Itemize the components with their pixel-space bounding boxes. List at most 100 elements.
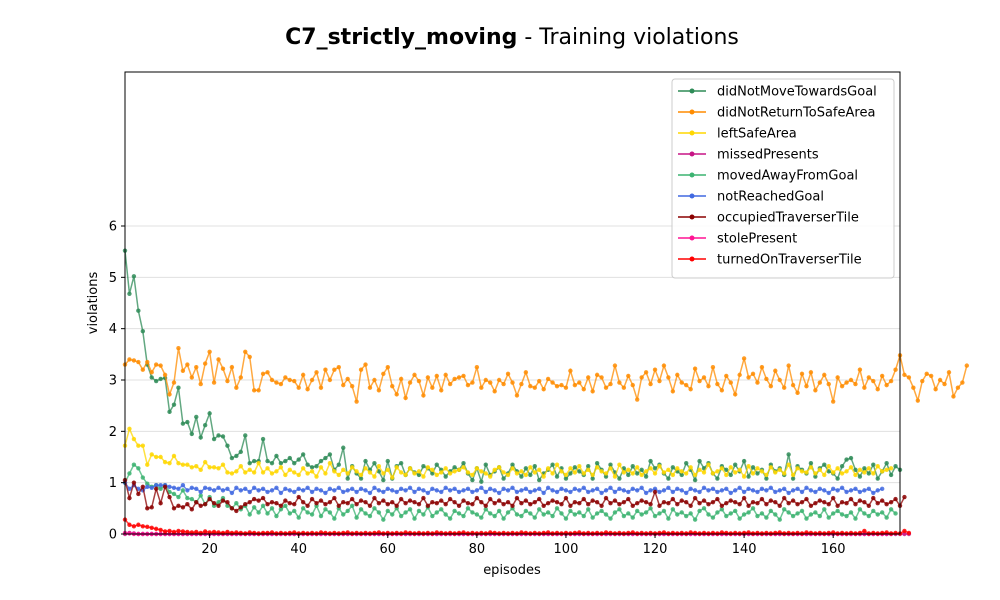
data-point — [920, 378, 925, 384]
data-point — [162, 459, 168, 465]
data-point — [768, 465, 774, 470]
data-point — [412, 489, 417, 495]
data-point — [332, 367, 337, 372]
data-point — [594, 465, 600, 470]
data-point — [265, 511, 270, 516]
data-point — [216, 357, 221, 362]
data-point — [630, 515, 635, 520]
data-point — [149, 370, 154, 375]
data-point — [394, 489, 399, 495]
data-point — [216, 503, 221, 508]
data-point — [528, 489, 533, 495]
data-point — [822, 488, 827, 493]
data-point — [314, 486, 319, 492]
data-point — [443, 474, 448, 479]
data-point — [559, 382, 564, 388]
data-point — [715, 531, 720, 536]
data-point — [483, 377, 488, 383]
data-point — [336, 485, 341, 490]
data-point — [300, 506, 306, 511]
data-point — [568, 508, 573, 514]
data-point — [519, 474, 524, 479]
data-point — [505, 371, 511, 377]
data-point — [621, 513, 627, 519]
plot-frame — [124, 71, 901, 535]
data-point — [443, 466, 448, 471]
data-point — [461, 460, 466, 466]
data-point — [300, 488, 306, 493]
data-point — [136, 359, 141, 365]
data-point — [661, 488, 667, 493]
data-point — [260, 371, 266, 377]
data-point — [648, 530, 653, 536]
data-point — [724, 501, 729, 506]
data-point — [684, 460, 689, 466]
data-point — [871, 378, 876, 384]
data-point — [545, 466, 551, 471]
data-point — [648, 502, 653, 507]
data-point — [853, 516, 858, 521]
data-point — [265, 502, 270, 507]
data-point — [452, 531, 457, 536]
data-point — [528, 465, 533, 470]
data-point — [844, 457, 849, 462]
data-point — [211, 380, 217, 385]
data-point — [621, 385, 627, 390]
data-point — [483, 507, 488, 512]
data-point — [145, 481, 150, 486]
data-point — [492, 513, 497, 519]
data-point — [782, 486, 787, 492]
data-point — [247, 512, 252, 517]
data-point — [594, 460, 600, 466]
data-point — [470, 477, 475, 483]
y-tick-label-6: 6 — [109, 220, 117, 235]
data-point — [381, 517, 386, 522]
data-point — [577, 469, 582, 474]
data-point — [470, 489, 475, 495]
data-point — [599, 531, 604, 536]
data-point — [853, 531, 858, 536]
data-point — [385, 364, 390, 370]
y-tick-label-1: 1 — [109, 476, 117, 491]
data-point — [594, 511, 600, 516]
data-point — [354, 399, 359, 404]
data-point — [194, 529, 199, 535]
data-point — [790, 498, 796, 503]
data-point — [528, 383, 533, 389]
data-point — [670, 472, 676, 478]
data-point — [603, 471, 609, 476]
data-point — [706, 488, 711, 493]
data-point — [162, 529, 168, 534]
data-point — [911, 385, 916, 390]
data-point — [755, 489, 760, 495]
data-point — [492, 488, 497, 493]
data-point — [416, 472, 422, 478]
data-point — [140, 443, 146, 448]
data-point — [198, 489, 203, 495]
data-point — [274, 513, 279, 519]
series-lines — [122, 248, 970, 537]
data-point — [701, 375, 707, 380]
data-point — [710, 471, 716, 476]
x-tick-label-40: 40 — [290, 542, 307, 557]
legend-item-did-not-return-to-safe-area: didNotReturnToSafeArea — [678, 106, 875, 121]
data-point — [514, 471, 520, 476]
data-point — [332, 516, 337, 521]
data-point — [773, 530, 778, 536]
data-point — [390, 475, 395, 480]
legend-swatch-marker — [689, 109, 695, 115]
data-point — [750, 471, 756, 476]
legend-item-did-not-move-towards-goal: didNotMoveTowardsGoal — [678, 85, 877, 100]
data-point — [541, 530, 546, 536]
data-point — [848, 488, 854, 493]
data-point — [826, 530, 831, 536]
data-point — [790, 476, 796, 481]
data-point — [501, 516, 506, 521]
data-point — [470, 472, 475, 478]
data-point — [198, 503, 203, 508]
data-point — [675, 466, 680, 471]
data-point — [283, 375, 288, 380]
data-point — [577, 488, 582, 493]
data-point — [554, 462, 560, 467]
data-point — [278, 465, 284, 470]
